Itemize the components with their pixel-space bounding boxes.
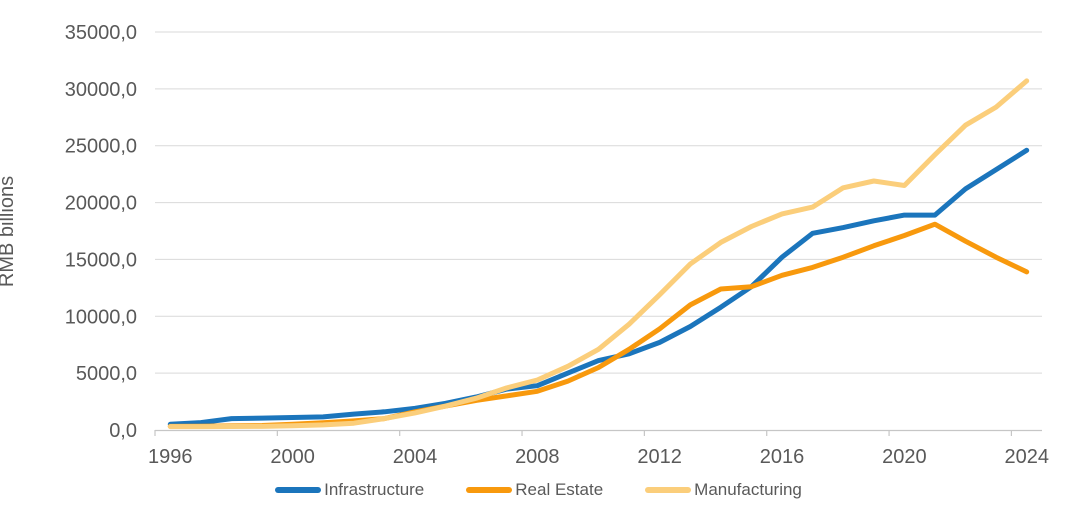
legend-item-real-estate: Real Estate <box>466 480 603 500</box>
x-axis-tick-label: 2012 <box>637 446 682 468</box>
x-axis-tick-label: 2004 <box>393 446 438 468</box>
legend-label-infrastructure: Infrastructure <box>324 480 425 499</box>
legend-item-manufacturing: Manufacturing <box>645 480 802 500</box>
x-axis-tick-label: 2024 <box>1004 446 1049 468</box>
y-axis-tick-label: 30000,0 <box>65 79 137 101</box>
series-line-infrastructure <box>167 147 1030 427</box>
series-line-real-estate <box>167 221 1030 429</box>
legend-swatch-real-estate <box>466 487 513 493</box>
y-axis-tick-label: 5000,0 <box>76 363 137 385</box>
x-axis-tick-label: 1996 <box>148 446 193 468</box>
series-line-manufacturing <box>167 78 1030 430</box>
legend: Infrastructure Real Estate Manufacturing <box>0 480 1077 500</box>
y-axis-title-text: RMB billions <box>0 175 19 287</box>
x-axis-tick-label: 2000 <box>270 446 315 468</box>
x-axis-tick-label: 2008 <box>515 446 560 468</box>
legend-swatch-infrastructure <box>275 487 322 493</box>
x-axis-tick-label: 2020 <box>882 446 927 468</box>
y-axis-tick-label: 15000,0 <box>65 249 137 271</box>
legend-label-real-estate: Real Estate <box>515 480 604 499</box>
y-axis-tick-label: 20000,0 <box>65 193 137 215</box>
y-axis-tick-label: 35000,0 <box>65 22 137 44</box>
legend-swatch-manufacturing <box>645 487 692 493</box>
y-axis-tick-label: 0,0 <box>109 420 137 442</box>
y-axis-tick-label: 25000,0 <box>65 136 137 158</box>
legend-label-manufacturing: Manufacturing <box>694 480 802 499</box>
y-axis-tick-label: 10000,0 <box>65 306 137 328</box>
x-axis-tick-label: 2016 <box>760 446 805 468</box>
legend-item-infrastructure: Infrastructure <box>275 480 424 500</box>
